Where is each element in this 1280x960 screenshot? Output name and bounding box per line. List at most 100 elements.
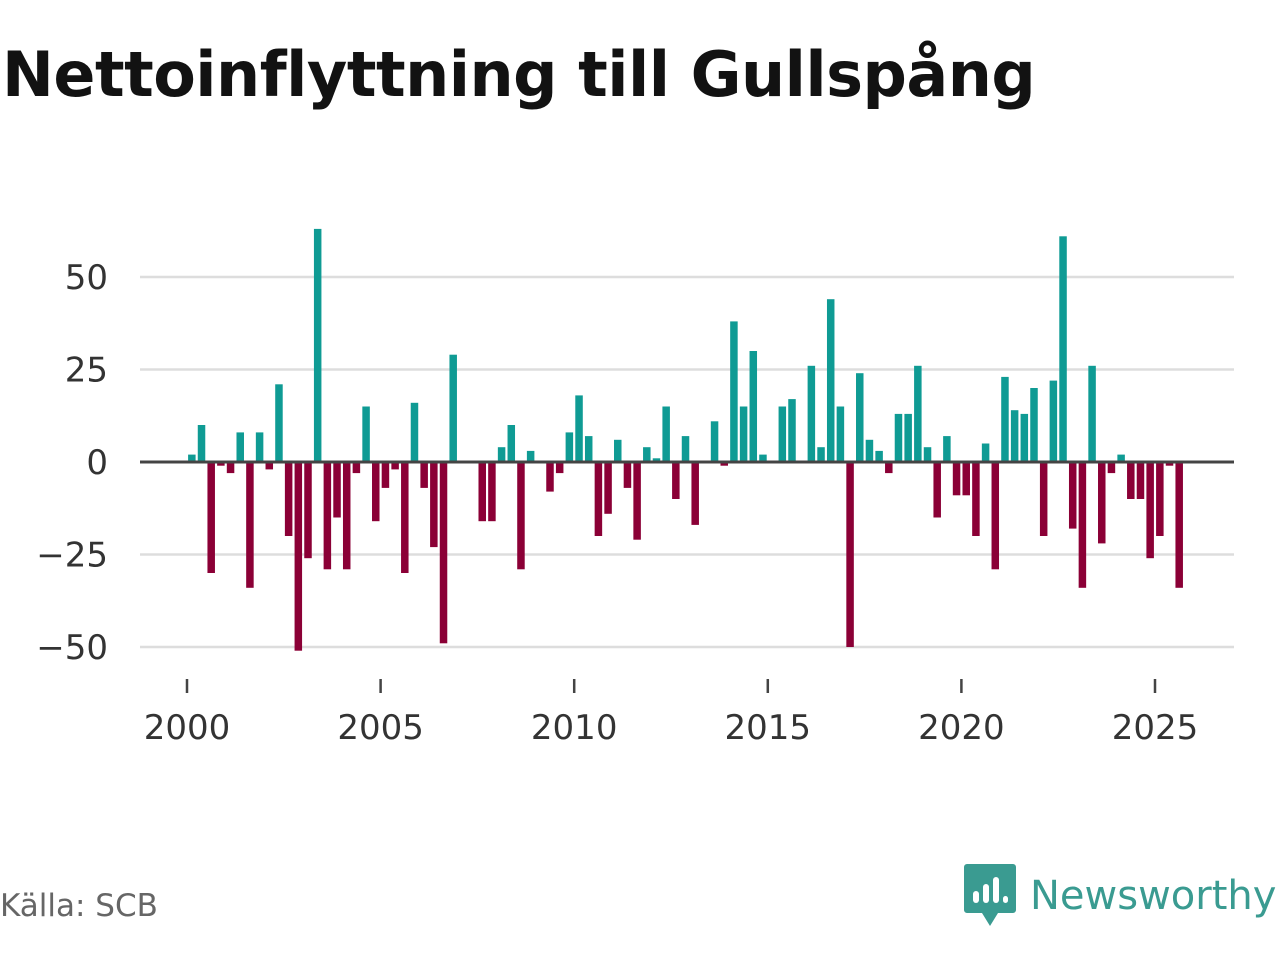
bar <box>633 462 641 540</box>
bar <box>730 321 738 462</box>
bar <box>1078 462 1087 588</box>
bar <box>439 462 448 644</box>
y-tick-label: −50 <box>36 628 108 668</box>
bar <box>962 462 970 496</box>
bar <box>652 458 661 462</box>
bar <box>720 462 728 466</box>
bar <box>1146 462 1154 559</box>
bar <box>1136 462 1145 499</box>
bar <box>342 462 351 570</box>
gridlines <box>140 275 1234 649</box>
bar <box>885 462 893 474</box>
bar <box>217 462 225 466</box>
bar <box>323 462 332 570</box>
bar <box>904 413 912 462</box>
x-tick-label: 2025 <box>1112 708 1199 748</box>
bar <box>739 406 748 462</box>
bar <box>991 462 1000 570</box>
bar <box>604 462 612 514</box>
bars <box>188 228 1183 651</box>
bar <box>914 365 922 462</box>
bar <box>643 447 651 462</box>
bar <box>923 447 932 462</box>
brand-name: Newsworthy <box>1030 873 1277 919</box>
bar <box>488 462 496 522</box>
bar <box>517 462 525 570</box>
bar <box>284 462 293 536</box>
x-tick-label: 2000 <box>144 708 231 748</box>
bar <box>401 462 409 573</box>
bar <box>1049 380 1058 462</box>
page-title: Nettoinflyttning till Gullspång <box>2 38 1036 111</box>
bar <box>188 454 196 462</box>
bar <box>584 436 593 462</box>
bar <box>555 462 564 474</box>
bar <box>1001 376 1009 462</box>
y-tick-label: −25 <box>36 536 108 576</box>
bar <box>807 365 816 462</box>
bar <box>856 373 864 462</box>
y-axis-tick-labels: 50 25 0 −25 −50 <box>36 258 108 668</box>
bar <box>691 462 699 525</box>
y-tick-label: 25 <box>65 351 108 391</box>
bar <box>1107 462 1116 474</box>
bar <box>836 406 845 462</box>
bar <box>1010 410 1019 462</box>
bar <box>410 402 419 462</box>
bar <box>817 447 825 462</box>
bar <box>526 450 535 462</box>
bar <box>594 462 603 536</box>
bar <box>933 462 941 518</box>
bar <box>846 462 854 647</box>
bar <box>372 462 380 522</box>
bar <box>362 406 370 462</box>
bar <box>236 432 244 462</box>
bar <box>1039 462 1048 536</box>
y-tick-label: 0 <box>86 443 108 483</box>
bar <box>614 439 622 462</box>
bar <box>875 450 883 462</box>
source-label: Källa: SCB <box>0 888 158 924</box>
bar <box>255 432 264 462</box>
bar <box>981 443 990 462</box>
bar <box>778 406 787 462</box>
bar <box>1117 454 1125 462</box>
bar <box>497 447 506 462</box>
bar <box>265 462 274 470</box>
bar <box>197 425 206 462</box>
bar <box>788 399 796 462</box>
brand-logo: Newsworthy <box>964 864 1276 928</box>
bar <box>749 351 758 462</box>
bar <box>565 432 574 462</box>
y-tick-label: 50 <box>65 258 108 298</box>
bar <box>1098 462 1106 544</box>
bar <box>710 421 719 462</box>
bar <box>246 462 254 588</box>
bar <box>681 436 690 462</box>
bar <box>226 462 235 474</box>
bar <box>275 384 283 462</box>
bar <box>207 462 215 573</box>
bar <box>1088 365 1096 462</box>
bar <box>759 454 767 462</box>
bar <box>972 462 980 536</box>
bar <box>420 462 428 488</box>
bar <box>381 462 390 488</box>
bar <box>430 462 438 548</box>
bar <box>313 228 322 462</box>
bar <box>662 406 670 462</box>
bar <box>672 462 680 499</box>
bar <box>391 462 399 470</box>
x-tick-label: 2005 <box>337 708 424 748</box>
bar <box>304 462 312 559</box>
bar <box>575 395 583 462</box>
bar <box>1059 236 1067 462</box>
bar <box>1175 462 1183 588</box>
bar <box>952 462 961 496</box>
bar <box>352 462 361 474</box>
newsworthy-logo-icon <box>964 864 1016 926</box>
bar <box>1165 462 1174 466</box>
bar <box>333 462 341 518</box>
bar <box>294 462 303 651</box>
